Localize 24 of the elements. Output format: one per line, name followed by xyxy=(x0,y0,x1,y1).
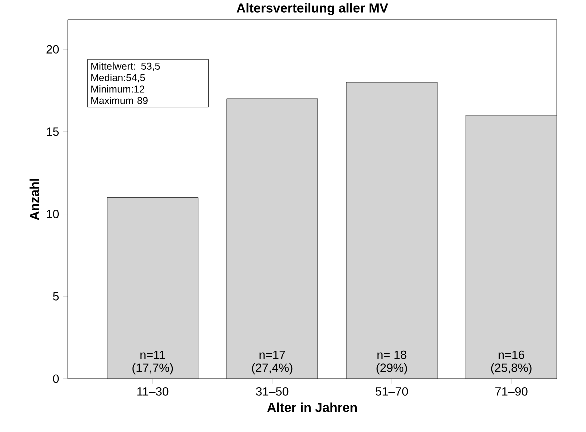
y-tick-label: 15 xyxy=(47,128,59,136)
x-tick-label: 11–30 xyxy=(138,387,169,396)
annotation: Minimum:12 xyxy=(92,86,145,93)
x-tick-label: 51–70 xyxy=(376,387,408,396)
x-axis-title: Alter in Jahren xyxy=(267,402,358,412)
annotation: Maximum 89 xyxy=(92,97,148,104)
chart-title: Altersverteilung aller MV xyxy=(236,3,388,16)
annotation: Median:54,5 xyxy=(92,74,146,83)
annotation: Mittelwert: 53,5 xyxy=(92,62,160,72)
y-tick-label: 5 xyxy=(53,292,59,301)
y-tick-label: 20 xyxy=(46,45,60,54)
annotation: (29%) xyxy=(376,363,408,375)
annotation: (25,8%) xyxy=(491,363,532,375)
y-axis-title: Anzahl xyxy=(30,179,40,220)
annotation: n=17 xyxy=(260,350,286,360)
annotation: (27,4%) xyxy=(252,363,293,375)
annotation: n=11 xyxy=(140,350,166,360)
x-tick-label: 31–50 xyxy=(256,387,289,396)
annotation: n=16 xyxy=(498,350,525,360)
y-tick-label: 0 xyxy=(53,374,60,384)
x-tick-label: 71–90 xyxy=(496,387,528,396)
annotation: n= 18 xyxy=(378,350,407,360)
annotation: (17,7%) xyxy=(132,363,174,375)
y-tick-label: 10 xyxy=(47,210,60,219)
